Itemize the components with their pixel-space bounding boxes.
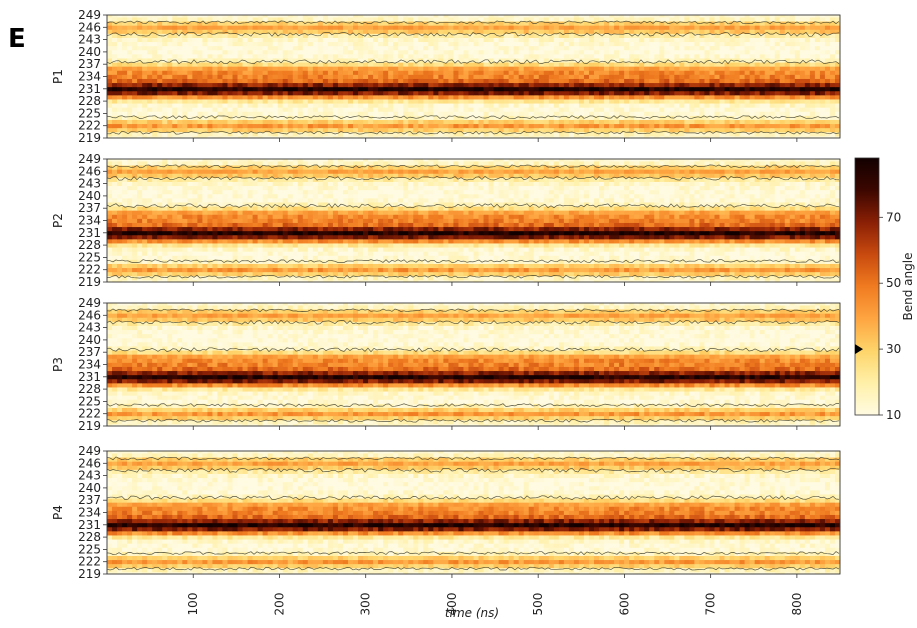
heatmap-panels: 219222225228231234237240243246249P121922… bbox=[51, 8, 841, 581]
y-tick-label: 246 bbox=[78, 164, 101, 178]
y-tick-label: 246 bbox=[78, 308, 101, 322]
y-tick-label: 237 bbox=[78, 345, 101, 359]
y-tick-label: 228 bbox=[78, 94, 101, 108]
y-tick-label: 243 bbox=[78, 321, 101, 335]
y-tick-label: 219 bbox=[78, 275, 101, 289]
colorbar-marker bbox=[855, 344, 863, 355]
x-axis-label: time (ns) bbox=[445, 606, 499, 620]
x-tick-label: 200 bbox=[272, 593, 286, 616]
x-tick-label: 100 bbox=[186, 593, 200, 616]
y-tick-label: 228 bbox=[78, 238, 101, 252]
y-tick-label: 228 bbox=[78, 382, 101, 396]
colorbar: 10 30 50 70 Bend angle bbox=[854, 157, 915, 422]
y-tick-label: 222 bbox=[78, 555, 101, 569]
colorbar-label: Bend angle bbox=[901, 253, 915, 321]
y-tick-label: 240 bbox=[78, 481, 101, 495]
y-tick-label: 234 bbox=[78, 70, 101, 84]
y-tick-label: 237 bbox=[78, 201, 101, 215]
x-tick-label: 700 bbox=[704, 593, 718, 616]
y-tick-label: 243 bbox=[78, 33, 101, 47]
colorbar-tick-label: 10 bbox=[886, 408, 901, 422]
x-tick-label: 600 bbox=[617, 593, 631, 616]
colorbar-scale bbox=[854, 157, 880, 416]
y-tick-label: 231 bbox=[78, 518, 101, 532]
panel-letter: E bbox=[8, 24, 26, 54]
panel-label-p4: P4 bbox=[51, 505, 65, 520]
y-tick-label: 222 bbox=[78, 119, 101, 133]
y-tick-label: 246 bbox=[78, 20, 101, 34]
y-tick-label: 237 bbox=[78, 57, 101, 71]
x-axis: 100 200 300 400 500 600 700 800 bbox=[186, 593, 804, 616]
panel-label-p3: P3 bbox=[51, 357, 65, 372]
y-tick-label: 240 bbox=[78, 45, 101, 59]
y-tick-label: 219 bbox=[78, 567, 101, 581]
y-tick-label: 225 bbox=[78, 106, 101, 120]
y-tick-label: 225 bbox=[78, 250, 101, 264]
y-tick-label: 231 bbox=[78, 82, 101, 96]
y-tick-label: 234 bbox=[78, 506, 101, 520]
x-tick-label: 500 bbox=[531, 593, 545, 616]
y-tick-label: 246 bbox=[78, 456, 101, 470]
y-tick-label: 249 bbox=[78, 296, 101, 310]
y-tick-label: 249 bbox=[78, 152, 101, 166]
y-tick-label: 243 bbox=[78, 469, 101, 483]
y-tick-label: 222 bbox=[78, 263, 101, 277]
y-tick-label: 240 bbox=[78, 189, 101, 203]
y-tick-label: 237 bbox=[78, 493, 101, 507]
y-tick-label: 240 bbox=[78, 333, 101, 347]
y-tick-label: 225 bbox=[78, 394, 101, 408]
x-tick-label: 300 bbox=[359, 593, 373, 616]
colorbar-tick-label: 50 bbox=[886, 276, 901, 290]
panel-label-p1: P1 bbox=[51, 69, 65, 84]
y-tick-label: 219 bbox=[78, 419, 101, 433]
y-tick-label: 231 bbox=[78, 370, 101, 384]
y-tick-label: 234 bbox=[78, 214, 101, 228]
y-tick-label: 225 bbox=[78, 542, 101, 556]
colorbar-tick-label: 30 bbox=[886, 342, 901, 356]
y-tick-label: 228 bbox=[78, 530, 101, 544]
x-tick-label: 800 bbox=[790, 593, 804, 616]
y-tick-label: 219 bbox=[78, 131, 101, 145]
y-tick-label: 249 bbox=[78, 444, 101, 458]
y-tick-label: 243 bbox=[78, 177, 101, 191]
y-tick-label: 231 bbox=[78, 226, 101, 240]
y-tick-label: 234 bbox=[78, 358, 101, 372]
colorbar-tick-label: 70 bbox=[886, 210, 901, 224]
panel-label-p2: P2 bbox=[51, 213, 65, 228]
y-tick-label: 222 bbox=[78, 407, 101, 421]
y-tick-label: 249 bbox=[78, 8, 101, 22]
x-tick-label: 400 bbox=[445, 593, 459, 616]
